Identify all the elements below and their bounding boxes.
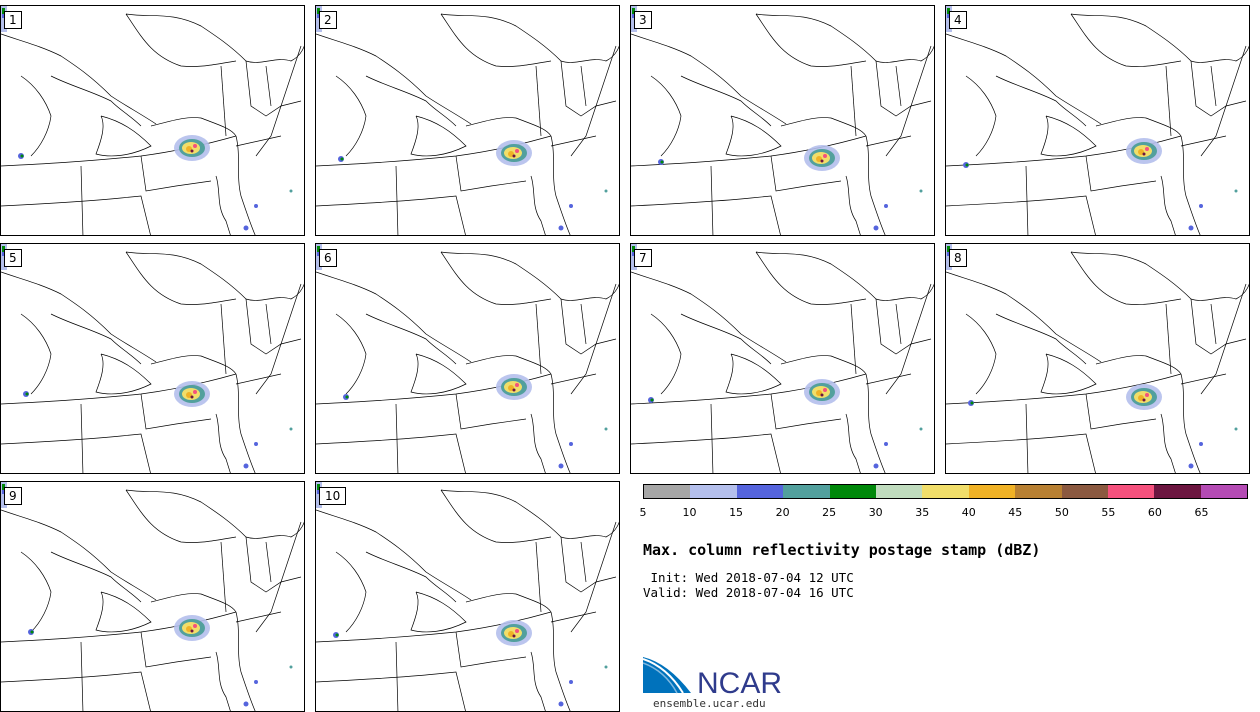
reflectivity-echo [1,244,293,469]
colorbar-tick: 20 [775,506,790,519]
ensemble-member-panel: 10 [315,481,620,712]
reflectivity-echo [631,6,923,231]
member-number: 6 [319,249,337,267]
reflectivity-echo [316,482,608,707]
member-number: 10 [319,487,347,505]
colorbar-segment [1200,485,1248,498]
plot-title: Max. column reflectivity postage stamp (… [643,541,1041,559]
basemap [1,251,304,473]
colorbar-segment [875,485,923,498]
basemap [316,251,619,473]
ensemble-member-panel: 8 [945,243,1250,474]
colorbar-segment [968,485,1016,498]
ensemble-member-panel: 2 [315,5,620,236]
colorbar-segment [783,485,830,498]
valid-time: Valid: Wed 2018-07-04 16 UTC [643,585,854,600]
reflectivity-colorbar [643,484,1248,499]
colorbar-tick: 30 [868,506,883,519]
ensemble-member-panel: 9 [0,481,305,712]
member-number: 9 [4,487,22,505]
colorbar-tick: 40 [961,506,976,519]
colorbar-segment [1107,485,1155,498]
colorbar-tick: 60 [1147,506,1162,519]
ensemble-member-panel: 3 [630,5,935,236]
reflectivity-echo [1,6,293,231]
basemap [631,251,934,473]
ncar-logo: NCAR [643,657,782,699]
reflectivity-echo [946,244,1238,469]
colorbar-tick: 55 [1101,506,1116,519]
colorbar-tick: 65 [1194,506,1209,519]
reflectivity-echo [631,244,923,469]
basemap [316,489,619,711]
basemap [1,13,304,235]
ensemble-member-panel: 1 [0,5,305,236]
reflectivity-echo [946,6,1238,231]
colorbar-segment [736,485,784,498]
colorbar-tick: 45 [1008,506,1023,519]
member-number: 7 [634,249,652,267]
colorbar-segment [690,485,737,498]
colorbar-tick: 35 [915,506,930,519]
member-number: 1 [4,11,22,29]
logo-url: ensemble.ucar.edu [653,697,766,710]
colorbar-tick: 5 [639,506,647,519]
colorbar-segment [1154,485,1201,498]
reflectivity-echo [316,244,608,469]
reflectivity-echo [1,482,293,707]
member-number: 3 [634,11,652,29]
ensemble-member-panel: 4 [945,5,1250,236]
colorbar-tick-labels: 5 10 15 20 25 30 35 40 45 50 55 60 65 [639,506,1248,520]
colorbar-segment [644,485,691,498]
init-time: Init: Wed 2018-07-04 12 UTC [643,570,854,585]
member-number: 8 [949,249,967,267]
reflectivity-echo [316,6,608,231]
logo-text: NCAR [697,667,782,699]
basemap [946,251,1249,473]
basemap [1,489,304,711]
ensemble-member-panel: 7 [630,243,935,474]
ensemble-member-panel: 6 [315,243,620,474]
colorbar-segment [829,485,876,498]
colorbar-segment [1061,485,1108,498]
colorbar-tick: 15 [729,506,744,519]
colorbar-tick: 25 [822,506,837,519]
colorbar-tick: 50 [1054,506,1069,519]
colorbar-segment [922,485,969,498]
colorbar-tick: 10 [682,506,697,519]
member-number: 4 [949,11,967,29]
basemap [316,13,619,235]
basemap [631,13,934,235]
member-number: 5 [4,249,22,267]
ensemble-member-panel: 5 [0,243,305,474]
member-number: 2 [319,11,337,29]
colorbar-segment [1015,485,1062,498]
